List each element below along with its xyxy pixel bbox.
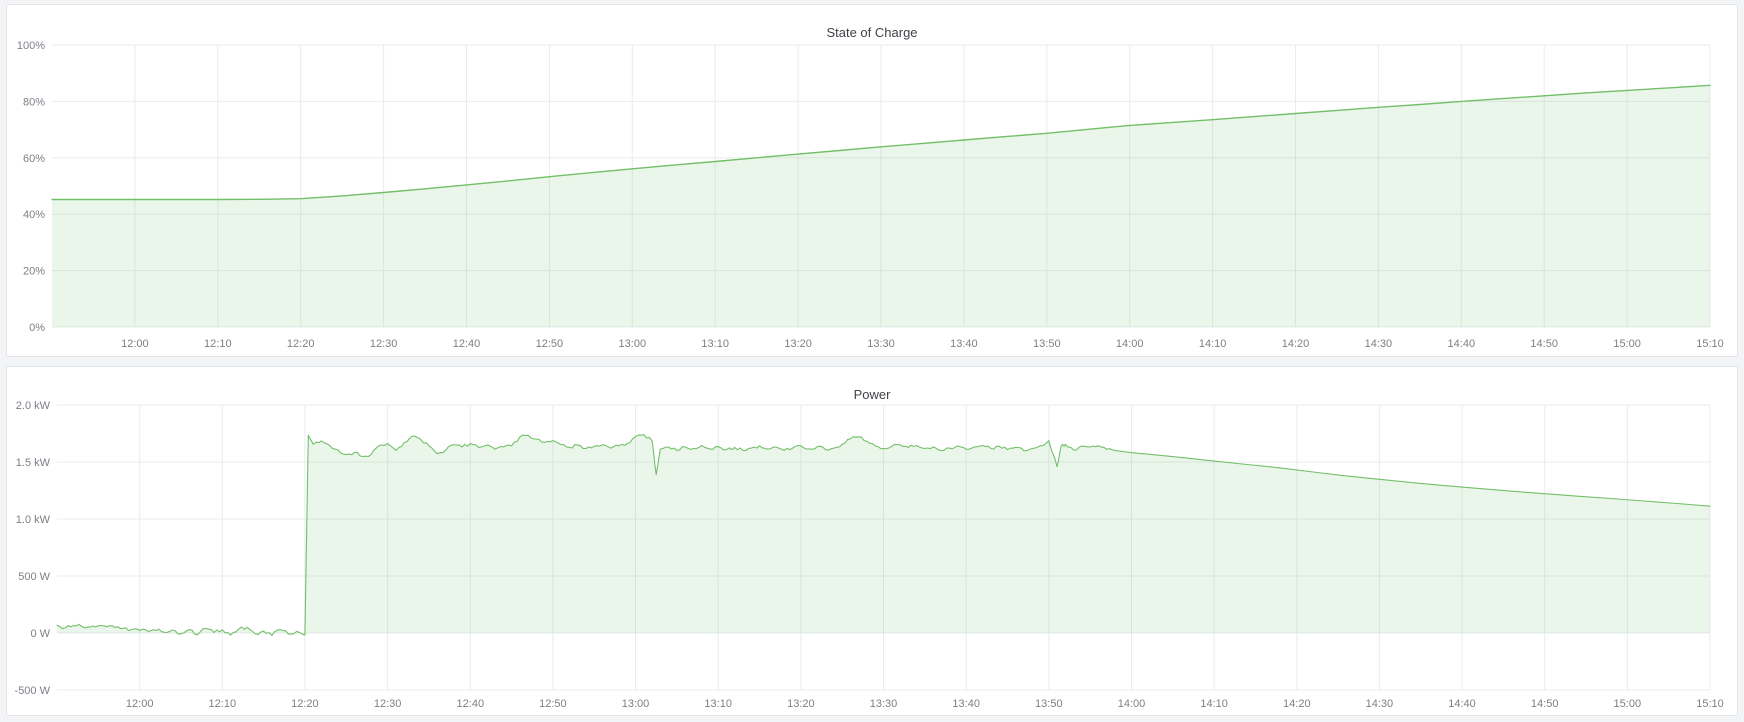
y-tick-label: 1.0 kW [16, 514, 51, 526]
y-tick-label: 20% [23, 266, 45, 278]
y-tick-label: 100% [17, 40, 45, 52]
x-tick-label: 13:20 [787, 698, 815, 710]
y-tick-label: -500 W [15, 685, 51, 697]
power-chart[interactable]: 2.0 kW 1.5 kW 1.0 kW 500 W 0 W -500 W 12:00 12:… [7, 367, 1737, 715]
y-tick-label: 500 W [18, 571, 50, 583]
x-tick-label: 12:10 [204, 338, 232, 350]
x-tick-label: 14:20 [1283, 698, 1311, 710]
y-tick-label: 60% [23, 153, 45, 165]
y-tick-label: 0% [29, 322, 45, 334]
x-tick-label: 12:40 [457, 698, 485, 710]
x-tick-label: 12:30 [370, 338, 398, 350]
soc-panel-title[interactable]: State of Charge [826, 24, 918, 40]
x-tick-label: 13:10 [701, 338, 729, 350]
x-tick-label: 12:50 [536, 338, 564, 350]
x-tick-label: 13:30 [870, 698, 898, 710]
y-tick-label: 40% [23, 209, 45, 221]
x-tick-label: 12:00 [121, 338, 149, 350]
x-tick-label: 15:00 [1613, 338, 1641, 350]
power-series-line [56, 434, 1711, 637]
x-tick-label: 14:30 [1366, 698, 1394, 710]
x-tick-label: 13:10 [704, 698, 732, 710]
x-tick-label: 14:40 [1448, 338, 1476, 350]
x-tick-label: 12:20 [287, 338, 315, 350]
power-panel: Power 2.0 kW 1.5 kW 1.0 kW 500 W 0 W -500 W 12… [6, 366, 1738, 716]
x-tick-label: 13:00 [622, 698, 650, 710]
y-tick-label: 2.0 kW [16, 400, 51, 412]
x-tick-label: 12:30 [374, 698, 402, 710]
y-tick-label: 80% [23, 96, 45, 108]
x-tick-label: 13:20 [784, 338, 812, 350]
soc-series-line [51, 84, 1711, 201]
power-area-fill [57, 434, 1710, 636]
x-tick-label: 13:40 [950, 338, 978, 350]
y-tick-label: 1.5 kW [16, 457, 51, 469]
x-tick-label: 12:00 [126, 698, 154, 710]
soc-panel: State of Charge 100% 80% 60% 40% 20% 0% 12:00 1… [6, 4, 1738, 357]
x-tick-label: 14:00 [1118, 698, 1146, 710]
x-tick-label: 14:10 [1200, 698, 1228, 710]
x-tick-label: 14:20 [1282, 338, 1310, 350]
x-tick-label: 12:10 [209, 698, 237, 710]
soc-area-fill [52, 85, 1710, 327]
x-tick-label: 13:40 [952, 698, 980, 710]
x-tick-label: 15:00 [1614, 698, 1642, 710]
x-tick-label: 14:30 [1365, 338, 1393, 350]
x-tick-label: 13:50 [1035, 698, 1063, 710]
x-tick-label: 14:50 [1531, 698, 1559, 710]
soc-chart[interactable]: 100% 80% 60% 40% 20% 0% 12:00 12:10 12:20 12:30 12… [7, 5, 1737, 356]
x-tick-label: 14:50 [1530, 338, 1558, 350]
x-tick-label: 15:10 [1696, 338, 1724, 350]
power-panel-title[interactable]: Power [853, 386, 891, 402]
x-tick-label: 13:30 [867, 338, 895, 350]
x-tick-label: 14:40 [1448, 698, 1476, 710]
x-tick-label: 14:00 [1116, 338, 1144, 350]
x-tick-label: 14:10 [1199, 338, 1227, 350]
x-tick-label: 12:50 [539, 698, 567, 710]
x-tick-label: 12:20 [291, 698, 319, 710]
x-tick-label: 12:40 [453, 338, 481, 350]
x-tick-label: 13:00 [619, 338, 647, 350]
y-tick-label: 0 W [30, 628, 50, 640]
x-tick-label: 13:50 [1033, 338, 1061, 350]
x-tick-label: 15:10 [1696, 698, 1724, 710]
